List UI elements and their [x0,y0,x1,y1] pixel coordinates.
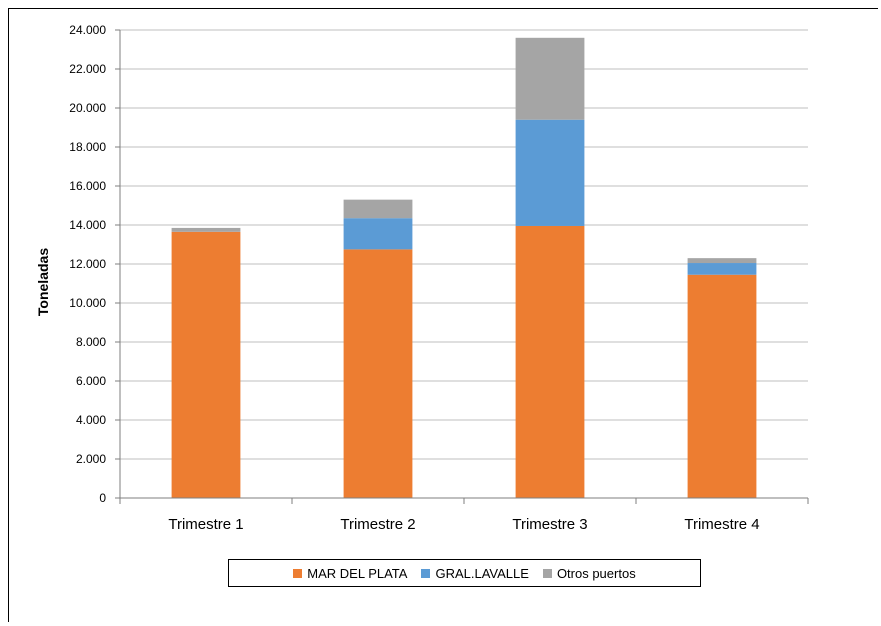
bar-segment [171,231,241,498]
y-tick-label: 0 [99,491,106,505]
y-tick-label: 12.000 [69,257,106,271]
y-tick-label: 2.000 [76,452,106,466]
y-tick-label: 20.000 [69,101,106,115]
legend: MAR DEL PLATA GRAL.LAVALLE Otros puertos [228,559,701,587]
y-tick-label: 8.000 [76,335,106,349]
x-tick-label: Trimestre 1 [168,516,243,533]
y-tick-label: 4.000 [76,413,106,427]
legend-label: MAR DEL PLATA [307,565,408,581]
bars [171,37,757,498]
legend-swatch [542,568,552,578]
y-axis-ticks: 0 2.000 4.000 6.000 8.000 10.000 12.000 14.000 1… [69,23,106,505]
legend-label: Otros puertos [556,565,636,581]
bar-segment [343,199,413,219]
y-tick-label: 22.000 [69,62,106,76]
y-axis-title: Toneladas [35,248,51,316]
x-tick-label: Trimestre 2 [340,516,415,533]
bar-segment [343,218,413,250]
legend-swatch [293,568,303,578]
bar-segment [515,225,585,498]
y-tick-label: 6.000 [76,374,106,388]
legend-entry: Otros puertos [542,565,636,581]
y-tick-label: 16.000 [69,179,106,193]
bar-segment [343,249,413,498]
bar-segment [687,258,757,264]
bar-segment [515,37,585,120]
bar-segment [687,274,757,498]
x-tick-label: Trimestre 3 [512,516,587,533]
legend-entry: MAR DEL PLATA [293,566,407,581]
bar-segment [515,119,585,226]
axes [115,29,809,504]
x-tick-label: Trimestre 4 [684,516,759,533]
legend-label: GRAL.LAVALLE [435,565,529,581]
x-axis-ticks: Trimestre 1 Trimestre 2 Trimestre 3 Trimest… [168,516,759,533]
chart-frame [8,8,878,622]
y-tick-label: 10.000 [69,296,106,310]
y-tick-label: 24.000 [69,23,106,37]
y-tick-label: 18.000 [69,140,106,154]
bar-segment [171,227,241,232]
bar-segment [687,263,757,275]
y-tick-label: 14.000 [69,218,106,232]
legend-swatch [421,568,431,578]
legend-entry: GRAL.LAVALLE [421,565,529,581]
